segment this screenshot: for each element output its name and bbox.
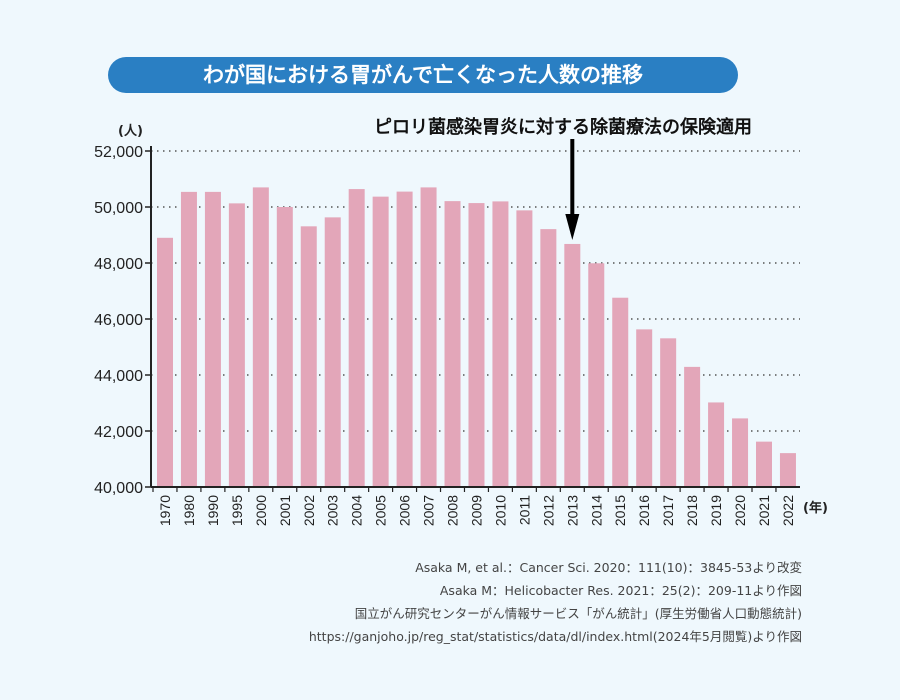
bar-2000 bbox=[252, 187, 269, 487]
bar-1995 bbox=[228, 203, 245, 488]
bar-2018 bbox=[684, 366, 701, 487]
bar-2012 bbox=[540, 229, 557, 487]
bar-2003 bbox=[324, 217, 341, 488]
bar-2013 bbox=[564, 243, 581, 487]
x-tick-label: 2001 bbox=[277, 495, 293, 526]
x-tick-label: 1980 bbox=[181, 495, 197, 526]
x-tick-label: 2010 bbox=[492, 495, 508, 526]
bar-1970 bbox=[157, 237, 173, 487]
bar-2006 bbox=[396, 191, 413, 487]
x-tick-label: 2006 bbox=[397, 495, 413, 526]
x-axis-unit: (年) bbox=[803, 500, 828, 516]
y-tick-label: 52,000 bbox=[94, 144, 143, 161]
bar-2004 bbox=[348, 189, 365, 487]
annotation-arrow-head bbox=[565, 214, 580, 240]
bar-2010 bbox=[492, 201, 509, 487]
source-line-1: Asaka M, et al.：Cancer Sci. 2020：111(10)… bbox=[415, 560, 802, 575]
x-tick-label: 2013 bbox=[564, 495, 580, 526]
bar-2009 bbox=[468, 203, 485, 487]
x-tick-label: 1990 bbox=[205, 495, 221, 526]
x-tick-label: 2016 bbox=[636, 495, 652, 526]
x-tick-label: 2018 bbox=[684, 495, 700, 526]
source-line-4: https://ganjoho.jp/reg_stat/statistics/d… bbox=[308, 629, 802, 644]
source-line-2: Asaka M：Helicobacter Res. 2021：25(2)：209… bbox=[439, 583, 802, 598]
x-tick-label: 2015 bbox=[612, 495, 628, 526]
x-tick-label: 2004 bbox=[349, 495, 365, 526]
x-tick-label: 1995 bbox=[229, 495, 245, 526]
y-tick-label: 42,000 bbox=[94, 424, 143, 441]
bar-1990 bbox=[204, 191, 221, 487]
bar-2017 bbox=[660, 338, 677, 487]
x-tick-label: 2008 bbox=[445, 495, 461, 526]
bar-2014 bbox=[588, 263, 605, 487]
y-tick-label: 50,000 bbox=[94, 200, 143, 217]
x-tick-label: 2014 bbox=[588, 495, 604, 526]
y-axis-unit: (人) bbox=[118, 123, 143, 139]
bar-1980 bbox=[180, 191, 197, 487]
x-tick-label: 2005 bbox=[373, 495, 389, 526]
x-tick-label: 2003 bbox=[325, 495, 341, 526]
source-line-3: 国立がん研究センターがん情報サービス「がん統計」(厚生労働省人口動態統計) bbox=[354, 606, 802, 621]
x-tick-label: 2009 bbox=[468, 495, 484, 526]
x-tick-label: 2007 bbox=[421, 495, 437, 526]
bar-2001 bbox=[276, 207, 293, 487]
bar-2008 bbox=[444, 201, 461, 487]
x-tick-label: 2017 bbox=[660, 495, 676, 526]
x-tick-label: 2012 bbox=[540, 495, 556, 526]
bar-2020 bbox=[732, 418, 749, 487]
annotation-label: ピロリ菌感染胃炎に対する除菌療法の保険適用 bbox=[374, 116, 752, 138]
bar-2021 bbox=[756, 441, 772, 487]
x-tick-label: 2021 bbox=[756, 495, 772, 526]
bar-2016 bbox=[636, 329, 653, 487]
bar-2002 bbox=[300, 226, 317, 487]
x-tick-label: 2022 bbox=[780, 495, 796, 526]
bar-2011 bbox=[516, 210, 533, 488]
y-tick-label: 40,000 bbox=[94, 480, 143, 497]
x-tick-label: 2019 bbox=[708, 495, 724, 526]
x-tick-label: 2020 bbox=[732, 495, 748, 526]
bar-2007 bbox=[420, 187, 437, 487]
bar-2019 bbox=[708, 402, 725, 487]
x-tick-label: 2011 bbox=[516, 495, 532, 525]
y-tick-label: 44,000 bbox=[94, 368, 143, 385]
y-tick-label: 48,000 bbox=[94, 256, 143, 273]
y-tick-label: 46,000 bbox=[94, 312, 143, 329]
bar-2015 bbox=[612, 297, 629, 487]
x-tick-label: 1970 bbox=[157, 495, 173, 526]
x-tick-label: 2000 bbox=[253, 495, 269, 526]
chart-title: わが国における胃がんで亡くなった人数の推移 bbox=[108, 57, 738, 93]
x-tick-label: 2002 bbox=[301, 495, 317, 526]
bar-2005 bbox=[372, 196, 389, 487]
bar-2022 bbox=[779, 453, 796, 487]
